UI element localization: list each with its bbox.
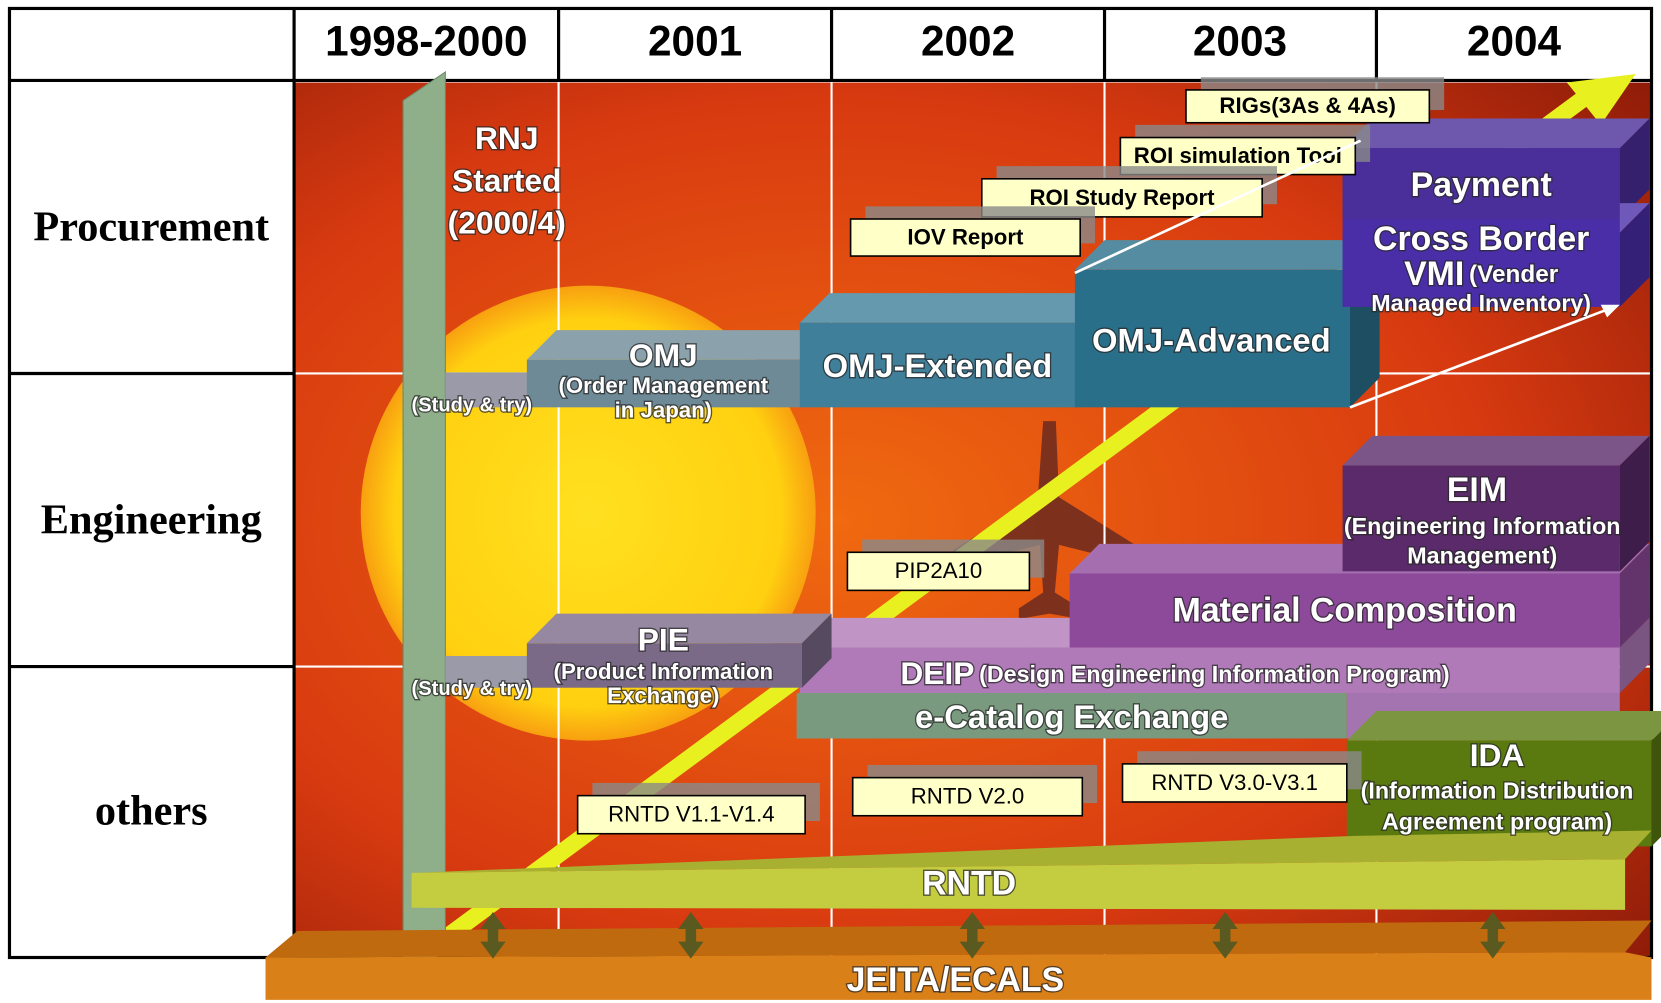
column-header: 2004 (1467, 18, 1562, 65)
block-title: IDA (1470, 737, 1525, 773)
eim-block-top (1343, 436, 1650, 466)
block-subtitle: Agreement program) (1382, 808, 1612, 834)
note-text: RNTD V2.0 (911, 784, 1025, 809)
note-text: RIGs(3As & 4As) (1219, 93, 1395, 118)
block-title: Cross Border (1373, 220, 1589, 258)
block-subtitle: Management) (1407, 543, 1557, 569)
note-text: RNTD V1.1-V1.4 (608, 802, 775, 827)
block-title: OMJ-Advanced (1092, 321, 1331, 358)
block-title: Payment (1411, 166, 1552, 204)
block-title: EIM (1447, 471, 1507, 509)
note: IOV Report (851, 206, 1095, 256)
column-header: 2003 (1193, 18, 1287, 65)
block-label: (Study & try) (412, 678, 533, 700)
milestone-bar (403, 72, 445, 973)
column-header: 2002 (921, 18, 1015, 65)
block-title: Material Composition (1173, 592, 1517, 630)
column-header: 1998-2000 (325, 18, 527, 65)
block-subtitle: Exchange) (607, 683, 719, 708)
block-title: PIE (638, 622, 689, 658)
note-text: IOV Report (907, 224, 1024, 249)
column-header: 2001 (648, 18, 742, 65)
block-subtitle: (Design Engineering Information Program) (979, 661, 1450, 687)
block-subtitle: (Vender (1469, 262, 1559, 289)
block-title: RNTD (922, 864, 1016, 902)
row-label: others (95, 787, 208, 834)
note: RNTD V1.1-V1.4 (578, 783, 820, 834)
block-subtitle: (Information Distribution (1361, 778, 1634, 804)
block-title: JEITA/ECALS (847, 961, 1065, 999)
body: {"header": {"columns": ["1998-2000", "20… (0, 0, 1661, 1003)
block-subtitle: in Japan) (615, 397, 712, 422)
milestone: Started (452, 162, 561, 198)
block-title: DEIP (900, 655, 974, 691)
row-label: Engineering (41, 496, 262, 543)
note: PIP2A10 (847, 540, 1044, 591)
note-text: PIP2A10 (895, 558, 983, 583)
block-subtitle: (Product Information (554, 659, 774, 684)
note: RIGs(3As & 4As) (1186, 77, 1444, 122)
block-title: VMI (1404, 255, 1464, 293)
roadmap: 1998-2000 2001 2002 2003 2004 Procuremen… (0, 0, 1661, 1003)
omj-extended-block-top (800, 293, 1107, 323)
block-subtitle: (Order Management (558, 373, 768, 398)
note-text: ROI Study Report (1029, 185, 1215, 210)
note-text: RNTD V3.0-V3.1 (1151, 770, 1318, 795)
omj-advanced-block-top (1075, 240, 1380, 270)
block-title: OMJ-Extended (823, 347, 1053, 384)
page: Roadmap html, body { margin: 0; padding:… (0, 0, 1661, 1003)
block-subtitle: (Engineering Information (1344, 513, 1621, 539)
milestone: RNJ (475, 120, 538, 156)
row-label: Procurement (33, 203, 269, 250)
block-title: VMI (Vender (1404, 255, 1559, 293)
milestone: (2000/4) (448, 205, 566, 241)
block-subtitle: Managed Inventory) (1371, 290, 1591, 316)
note: RNTD V2.0 (853, 765, 1097, 816)
note: RNTD V3.0-V3.1 (1123, 751, 1362, 802)
block-title: e-Catalog Exchange (915, 698, 1228, 735)
block-title: OMJ (629, 337, 698, 373)
block-label: (Study & try) (412, 395, 533, 417)
block-title: DEIP (Design Engineering Information Pro… (900, 655, 1449, 691)
